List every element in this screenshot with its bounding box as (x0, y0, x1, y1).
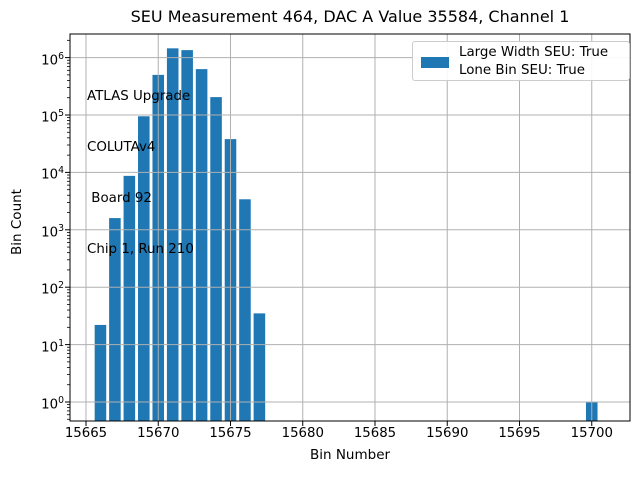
histogram-bar (94, 324, 107, 421)
x-tick-label: 15675 (209, 426, 252, 441)
histogram-bar (109, 218, 121, 421)
histogram-bar (123, 175, 136, 421)
y-tick-label: 104 (41, 165, 64, 183)
annotation-line-1: ATLAS Upgrade (87, 89, 191, 104)
legend-labels: Large Width SEU: True Lone Bin SEU: True (459, 44, 608, 80)
histogram-bar (181, 50, 193, 422)
legend-swatch (421, 57, 449, 68)
x-tick-label: 15690 (426, 426, 469, 441)
annotation-line-2: COLUTAv4 (87, 140, 156, 155)
histogram-bar (138, 116, 150, 421)
y-tick-label: 105 (41, 108, 64, 126)
x-tick-label: 15670 (137, 426, 180, 441)
histogram-bar (195, 69, 208, 422)
y-tick-label: 101 (41, 337, 64, 356)
y-tick-label: 106 (41, 50, 64, 69)
legend: Large Width SEU: True Lone Bin SEU: True (412, 41, 630, 81)
chart-title: SEU Measurement 464, DAC A Value 35584, … (130, 7, 570, 26)
y-tick-label: 102 (41, 280, 64, 298)
x-tick-label: 15685 (353, 426, 397, 441)
legend-label-line-2: Lone Bin SEU: True (459, 63, 586, 78)
histogram-bar (239, 199, 251, 421)
y-tick-label: 103 (41, 222, 64, 241)
annotation-line-3: Board 92 (87, 191, 152, 206)
axes-frame (69, 33, 631, 422)
x-tick-label: 15680 (281, 426, 324, 441)
x-tick-label: 15695 (498, 426, 541, 441)
run-info-annotation: ATLAS Upgrade COLUTAv4 Board 92 Chip 1, … (87, 54, 194, 292)
histogram-bar (166, 48, 179, 422)
histogram-bar (253, 313, 266, 421)
annotation-line-4: Chip 1, Run 210 (87, 242, 194, 257)
legend-label-line-1: Large Width SEU: True (459, 45, 609, 60)
x-tick-label: 15700 (570, 426, 613, 441)
x-axis-label: Bin Number (309, 447, 391, 463)
y-tick-label: 100 (41, 395, 64, 413)
histogram-bar (210, 97, 222, 422)
x-tick-label: 15665 (64, 426, 108, 441)
